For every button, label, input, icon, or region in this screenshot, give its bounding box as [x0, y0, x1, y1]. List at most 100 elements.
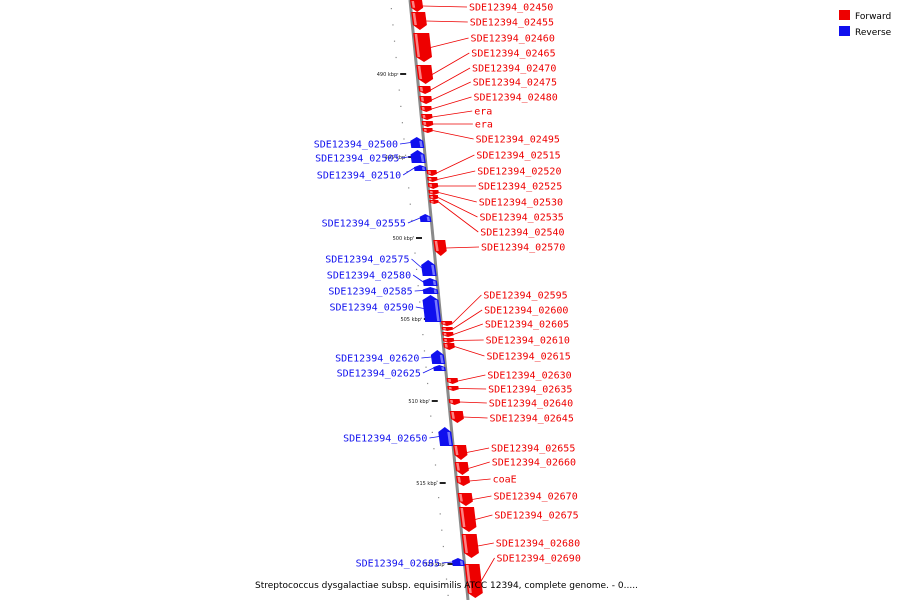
gene-label: SDE12394_02530: [479, 198, 563, 209]
minor-tick: [436, 480, 438, 482]
minor-tick: [392, 24, 394, 26]
label-leader: [429, 436, 440, 439]
label-leader: [454, 346, 485, 357]
label-leader: [459, 401, 487, 404]
forward-gene: [449, 411, 464, 423]
scale-tick: [431, 400, 438, 402]
minor-tick: [415, 268, 418, 270]
label-leader: [422, 367, 434, 374]
forward-gene: [429, 200, 439, 204]
minor-tick: [395, 56, 397, 59]
gene-label: coaE: [493, 475, 517, 486]
reverse-gene: [410, 150, 426, 163]
label-leader: [468, 461, 490, 469]
forward-gene: [454, 462, 469, 475]
gene-label: SDE12394_02500: [314, 140, 398, 151]
minor-tick: [419, 301, 421, 303]
forward-gene: [413, 33, 432, 62]
label-leader: [431, 81, 471, 101]
minor-tick: [445, 578, 448, 580]
minor-tick: [406, 171, 408, 173]
minor-ticks: [390, 8, 449, 596]
forward-gene: [459, 507, 477, 532]
minor-tick: [411, 219, 413, 222]
reverse-gene: [422, 295, 442, 322]
gene-label: SDE12394_02515: [476, 151, 560, 162]
minor-tick: [430, 415, 432, 417]
gene-label: SDE12394_02575: [325, 255, 409, 266]
reverse-gene: [419, 214, 432, 222]
minor-tick: [438, 497, 440, 499]
minor-tick: [403, 138, 405, 140]
label-leader: [407, 217, 421, 224]
label-leader: [438, 192, 477, 203]
scale-tick: [400, 73, 407, 75]
forward-gene: [433, 240, 447, 256]
scale-label: 500 kbp: [393, 236, 413, 242]
forward-gene: [428, 195, 439, 200]
label-leader: [480, 557, 495, 582]
label-leader: [421, 356, 432, 359]
minor-tick: [433, 448, 435, 450]
gene-label: SDE12394_02555: [322, 219, 406, 230]
gene-label: SDE12394_02680: [496, 539, 580, 550]
minor-tick: [412, 236, 415, 238]
gene-label: SDE12394_02655: [491, 444, 575, 455]
gene-label: SDE12394_02465: [471, 49, 555, 60]
gene-features: [410, 0, 483, 598]
scale-label: 515 kbp: [416, 481, 436, 487]
forward-gene: [453, 445, 468, 460]
gene-label: SDE12394_02510: [317, 171, 401, 182]
minor-tick: [400, 105, 402, 107]
gene-label: SDE12394_02630: [487, 371, 571, 382]
gene-label: SDE12394_02520: [477, 167, 561, 178]
gene-label: SDE12394_02535: [480, 213, 564, 224]
minor-tick: [442, 545, 444, 548]
forward-gene: [410, 0, 424, 12]
gene-label: SDE12394_02450: [469, 3, 553, 14]
gene-label: SDE12394_02585: [328, 287, 412, 298]
scale-label: 490 kbp: [377, 72, 397, 78]
label-leader: [415, 306, 424, 309]
forward-gene: [456, 476, 470, 486]
label-leader: [432, 130, 474, 140]
label-leader: [469, 478, 491, 482]
reverse-gene: [422, 287, 439, 294]
label-leader: [431, 96, 472, 110]
minor-tick: [401, 122, 404, 124]
legend-reverse-swatch: [839, 26, 850, 36]
gene-label: SDE12394_02455: [470, 18, 554, 29]
gene-label: SDE12394_02570: [481, 243, 565, 254]
gene-label: SDE12394_02605: [485, 320, 569, 331]
label-leader: [453, 339, 484, 341]
minor-tick: [425, 366, 427, 368]
label-leader: [432, 110, 473, 118]
forward-gene: [461, 534, 479, 558]
forward-gene: [441, 327, 453, 331]
reverse-gene: [410, 137, 425, 148]
minor-tick: [420, 317, 422, 319]
gene-label: SDE12394_02580: [327, 271, 411, 282]
label-leader: [411, 258, 423, 269]
label-leader: [463, 416, 488, 419]
label-leader: [432, 52, 470, 75]
gene-label: SDE12394_02670: [493, 492, 577, 503]
forward-gene: [422, 128, 433, 133]
gene-label: SDE12394_02625: [337, 369, 421, 380]
minor-tick: [393, 40, 396, 42]
minor-tick: [431, 431, 433, 433]
label-leader: [441, 561, 453, 564]
label-leader: [475, 514, 493, 520]
gene-label: SDE12394_02480: [474, 93, 558, 104]
minor-tick: [390, 8, 392, 10]
label-leader: [451, 294, 482, 324]
map-caption: Streptococcus dysgalactiae subsp. equisi…: [255, 581, 638, 591]
scale-label: 510 kbp: [408, 399, 428, 405]
minor-tick: [417, 285, 419, 287]
gene-label: SDE12394_02615: [486, 352, 570, 363]
minor-tick: [414, 252, 416, 254]
gene-label: era: [475, 120, 493, 131]
gene-label: SDE12394_02470: [472, 64, 556, 75]
gene-label: SDE12394_02690: [497, 554, 581, 565]
